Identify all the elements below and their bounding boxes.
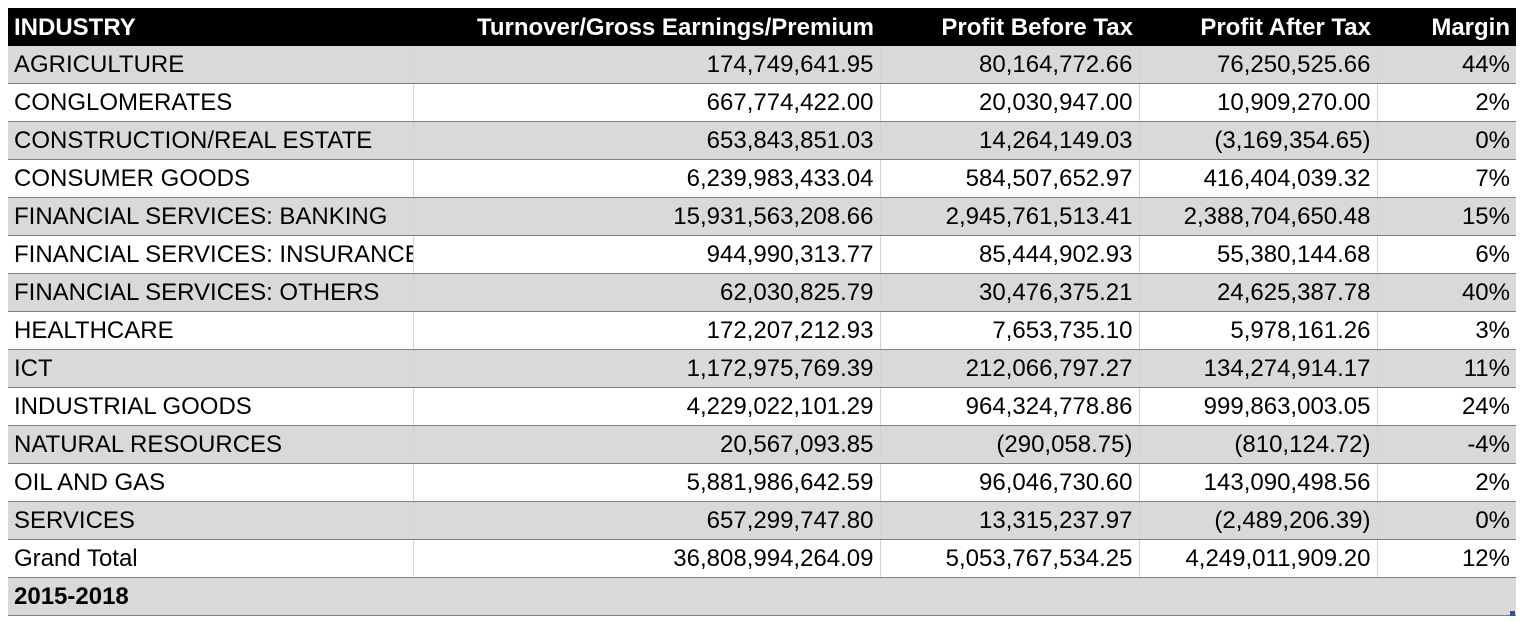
cell-pat[interactable]: 134,274,914.17 xyxy=(1139,349,1378,388)
table-row: AGRICULTURE 174,749,641.95 80,164,772.66… xyxy=(8,46,1516,84)
cell-margin[interactable]: 6% xyxy=(1377,235,1516,274)
cell-margin[interactable]: 11% xyxy=(1377,349,1516,388)
cell-margin[interactable]: 3% xyxy=(1377,311,1516,350)
cell-turnover[interactable]: 5,881,986,642.59 xyxy=(413,463,881,502)
grand-total-row: Grand Total 36,808,994,264.09 5,053,767,… xyxy=(8,539,1516,578)
cell-industry[interactable]: FINANCIAL SERVICES: OTHERS xyxy=(8,273,414,312)
header-turnover[interactable]: Turnover/Gross Earnings/Premium xyxy=(413,8,880,46)
cell-turnover[interactable]: 944,990,313.77 xyxy=(413,235,881,274)
table-row: CONSUMER GOODS 6,239,983,433.04 584,507,… xyxy=(8,159,1516,198)
cell-industry[interactable]: SERVICES xyxy=(8,501,414,540)
cell-margin[interactable]: 24% xyxy=(1377,387,1516,426)
grand-total-pat[interactable]: 4,249,011,909.20 xyxy=(1139,539,1378,578)
cell-pbt[interactable]: 14,264,149.03 xyxy=(880,121,1140,160)
cell-margin[interactable]: -4% xyxy=(1377,425,1516,464)
cell-turnover[interactable]: 172,207,212.93 xyxy=(413,311,881,350)
table-row: FINANCIAL SERVICES: BANKING 15,931,563,2… xyxy=(8,197,1516,236)
cell-pbt[interactable]: 30,476,375.21 xyxy=(880,273,1140,312)
table-row: INDUSTRIAL GOODS 4,229,022,101.29 964,32… xyxy=(8,387,1516,426)
cell-pbt[interactable]: 7,653,735.10 xyxy=(880,311,1140,350)
table-row: SERVICES 657,299,747.80 13,315,237.97 (2… xyxy=(8,501,1516,540)
grand-total-turnover[interactable]: 36,808,994,264.09 xyxy=(413,539,881,578)
cell-turnover[interactable]: 653,843,851.03 xyxy=(413,121,881,160)
header-margin[interactable]: Margin xyxy=(1377,8,1516,46)
cell-industry[interactable]: CONSUMER GOODS xyxy=(8,159,414,198)
cell-pat[interactable]: 143,090,498.56 xyxy=(1139,463,1378,502)
period-label[interactable]: 2015-2018 xyxy=(8,577,1516,616)
resize-handle-icon[interactable] xyxy=(1510,611,1515,616)
cell-pbt[interactable]: 85,444,902.93 xyxy=(880,235,1140,274)
grand-total-pbt[interactable]: 5,053,767,534.25 xyxy=(880,539,1140,578)
cell-turnover[interactable]: 62,030,825.79 xyxy=(413,273,881,312)
cell-pat[interactable]: 5,978,161.26 xyxy=(1139,311,1378,350)
cell-industry[interactable]: FINANCIAL SERVICES: INSURANCE xyxy=(8,235,414,274)
cell-turnover[interactable]: 15,931,563,208.66 xyxy=(413,197,881,236)
cell-margin[interactable]: 44% xyxy=(1377,46,1516,84)
cell-pat[interactable]: (2,489,206.39) xyxy=(1139,501,1378,540)
cell-pbt[interactable]: 20,030,947.00 xyxy=(880,83,1140,122)
cell-turnover[interactable]: 4,229,022,101.29 xyxy=(413,387,881,426)
cell-industry[interactable]: HEALTHCARE xyxy=(8,311,414,350)
cell-industry[interactable]: OIL AND GAS xyxy=(8,463,414,502)
cell-turnover[interactable]: 657,299,747.80 xyxy=(413,501,881,540)
header-profit-before-tax[interactable]: Profit Before Tax xyxy=(880,8,1139,46)
cell-pat[interactable]: 2,388,704,650.48 xyxy=(1139,197,1378,236)
spreadsheet: INDUSTRY Turnover/Gross Earnings/Premium… xyxy=(8,8,1516,616)
cell-margin[interactable]: 40% xyxy=(1377,273,1516,312)
cell-pat[interactable]: 24,625,387.78 xyxy=(1139,273,1378,312)
cell-pbt[interactable]: 96,046,730.60 xyxy=(880,463,1140,502)
table-row: HEALTHCARE 172,207,212.93 7,653,735.10 5… xyxy=(8,311,1516,350)
cell-industry[interactable]: CONSTRUCTION/REAL ESTATE xyxy=(8,121,414,160)
table-row: CONSTRUCTION/REAL ESTATE 653,843,851.03 … xyxy=(8,121,1516,160)
cell-turnover[interactable]: 667,774,422.00 xyxy=(413,83,881,122)
cell-margin[interactable]: 0% xyxy=(1377,121,1516,160)
cell-pbt[interactable]: (290,058.75) xyxy=(880,425,1140,464)
grand-total-margin[interactable]: 12% xyxy=(1377,539,1516,578)
cell-turnover[interactable]: 174,749,641.95 xyxy=(413,46,881,84)
cell-margin[interactable]: 2% xyxy=(1377,463,1516,502)
table-row: ICT 1,172,975,769.39 212,066,797.27 134,… xyxy=(8,349,1516,388)
cell-margin[interactable]: 7% xyxy=(1377,159,1516,198)
header-row: INDUSTRY Turnover/Gross Earnings/Premium… xyxy=(8,8,1516,46)
cell-industry[interactable]: CONGLOMERATES xyxy=(8,83,414,122)
cell-turnover[interactable]: 6,239,983,433.04 xyxy=(413,159,881,198)
cell-pbt[interactable]: 2,945,761,513.41 xyxy=(880,197,1140,236)
cell-pat[interactable]: 10,909,270.00 xyxy=(1139,83,1378,122)
table-row: FINANCIAL SERVICES: OTHERS 62,030,825.79… xyxy=(8,273,1516,312)
cell-turnover[interactable]: 1,172,975,769.39 xyxy=(413,349,881,388)
table-row: NATURAL RESOURCES 20,567,093.85 (290,058… xyxy=(8,425,1516,464)
cell-industry[interactable]: ICT xyxy=(8,349,414,388)
table-row: OIL AND GAS 5,881,986,642.59 96,046,730.… xyxy=(8,463,1516,502)
cell-turnover[interactable]: 20,567,093.85 xyxy=(413,425,881,464)
cell-industry[interactable]: FINANCIAL SERVICES: BANKING xyxy=(8,197,414,236)
grand-total-label[interactable]: Grand Total xyxy=(8,539,414,578)
cell-pat[interactable]: (810,124.72) xyxy=(1139,425,1378,464)
cell-pbt[interactable]: 212,066,797.27 xyxy=(880,349,1140,388)
cell-pbt[interactable]: 13,315,237.97 xyxy=(880,501,1140,540)
cell-pat[interactable]: 76,250,525.66 xyxy=(1139,46,1378,84)
cell-industry[interactable]: INDUSTRIAL GOODS xyxy=(8,387,414,426)
header-profit-after-tax[interactable]: Profit After Tax xyxy=(1139,8,1377,46)
table-row: CONGLOMERATES 667,774,422.00 20,030,947.… xyxy=(8,83,1516,122)
table-row: FINANCIAL SERVICES: INSURANCE 944,990,31… xyxy=(8,235,1516,274)
header-industry[interactable]: INDUSTRY xyxy=(8,8,413,46)
cell-industry[interactable]: NATURAL RESOURCES xyxy=(8,425,414,464)
cell-pbt[interactable]: 80,164,772.66 xyxy=(880,46,1140,84)
cell-pat[interactable]: 999,863,003.05 xyxy=(1139,387,1378,426)
industry-table: INDUSTRY Turnover/Gross Earnings/Premium… xyxy=(8,8,1516,616)
cell-margin[interactable]: 2% xyxy=(1377,83,1516,122)
cell-margin[interactable]: 0% xyxy=(1377,501,1516,540)
cell-industry[interactable]: AGRICULTURE xyxy=(8,46,414,84)
cell-pat[interactable]: 416,404,039.32 xyxy=(1139,159,1378,198)
cell-margin[interactable]: 15% xyxy=(1377,197,1516,236)
cell-pat[interactable]: 55,380,144.68 xyxy=(1139,235,1378,274)
period-footer-row: 2015-2018 xyxy=(8,577,1516,616)
cell-pat[interactable]: (3,169,354.65) xyxy=(1139,121,1378,160)
cell-pbt[interactable]: 964,324,778.86 xyxy=(880,387,1140,426)
cell-pbt[interactable]: 584,507,652.97 xyxy=(880,159,1140,198)
